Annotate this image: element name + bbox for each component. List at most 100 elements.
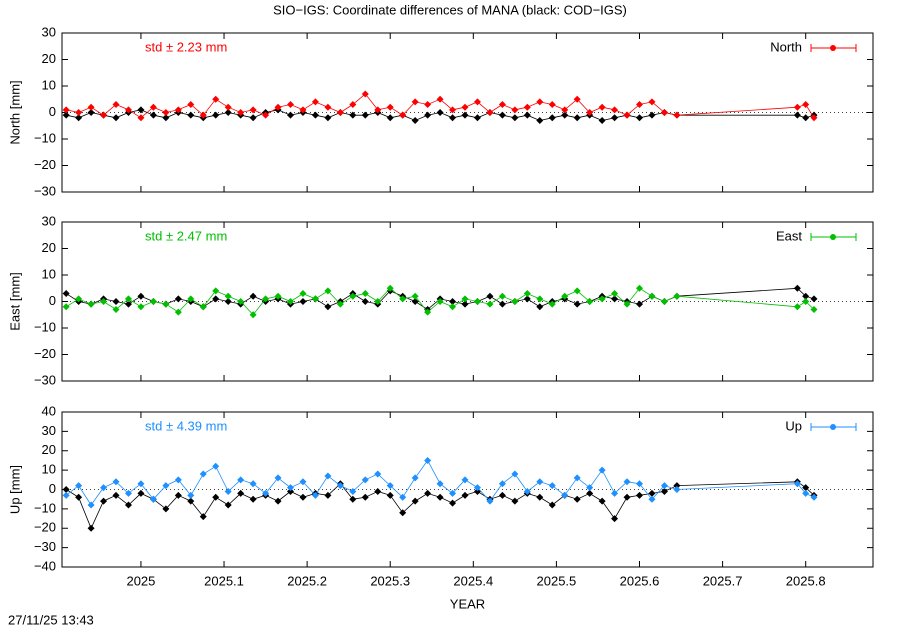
- data-point: [299, 106, 307, 114]
- data-point: [299, 290, 307, 298]
- data-point: [137, 292, 145, 300]
- data-point: [548, 101, 556, 109]
- data-point: [449, 499, 457, 507]
- data-point: [548, 300, 556, 308]
- data-point: [473, 98, 481, 106]
- data-point: [162, 300, 170, 308]
- data-point: [137, 480, 145, 488]
- data-point: [802, 292, 810, 300]
- data-point: [224, 292, 232, 300]
- data-point: [810, 305, 818, 313]
- data-point: [187, 111, 195, 119]
- y-tick-label: −20: [34, 520, 56, 535]
- data-point: [793, 111, 801, 119]
- y-tick-label: 0: [49, 293, 56, 308]
- data-point: [374, 487, 382, 495]
- data-point: [212, 462, 220, 470]
- data-point: [299, 493, 307, 501]
- y-tick-label: 0: [49, 481, 56, 496]
- data-point: [62, 290, 70, 298]
- data-point: [411, 474, 419, 482]
- y-tick-label: 10: [42, 77, 56, 92]
- data-point: [386, 284, 394, 292]
- data-point: [361, 476, 369, 484]
- data-point: [636, 284, 644, 292]
- data-point: [802, 114, 810, 122]
- y-tick-label: −30: [34, 539, 56, 554]
- data-point: [636, 491, 644, 499]
- data-point: [461, 300, 469, 308]
- data-point: [523, 103, 531, 111]
- legend-marker: [830, 424, 836, 430]
- data-point: [112, 305, 120, 313]
- legend-label: Up: [785, 418, 802, 433]
- data-point: [311, 295, 319, 303]
- data-point: [648, 489, 656, 497]
- data-point: [793, 284, 801, 292]
- data-point: [511, 114, 519, 122]
- legend-label: East: [776, 228, 802, 243]
- data-point: [486, 109, 494, 116]
- data-point: [62, 106, 70, 114]
- data-point: [187, 491, 195, 499]
- data-point: [636, 114, 644, 122]
- data-point: [100, 497, 108, 505]
- y-tick-label: −10: [34, 319, 56, 334]
- data-point: [311, 111, 319, 119]
- data-point: [224, 487, 232, 495]
- data-point: [498, 111, 506, 119]
- x-tick-label: 2025.6: [620, 573, 660, 588]
- x-tick-label: 2025.1: [204, 573, 244, 588]
- data-point: [536, 478, 544, 486]
- data-point: [100, 484, 108, 492]
- data-point: [311, 491, 319, 499]
- data-point: [648, 292, 656, 300]
- data-point: [461, 111, 469, 119]
- data-point: [523, 295, 531, 303]
- y-tick-label: 20: [42, 240, 56, 255]
- y-tick-label: 30: [42, 423, 56, 438]
- data-point: [436, 298, 444, 305]
- data-point: [573, 495, 581, 503]
- data-point: [573, 95, 581, 103]
- x-axis-label: YEAR: [450, 596, 485, 611]
- data-point: [287, 487, 295, 495]
- data-point: [274, 292, 282, 300]
- data-point: [287, 111, 295, 119]
- data-point: [486, 300, 494, 308]
- data-point: [648, 495, 656, 503]
- data-point: [361, 290, 369, 298]
- data-point: [598, 116, 606, 124]
- data-point: [311, 98, 319, 106]
- data-point: [636, 480, 644, 488]
- data-point: [548, 482, 556, 490]
- data-point: [249, 114, 257, 122]
- data-point: [212, 111, 220, 119]
- data-point: [673, 292, 681, 300]
- data-point: [573, 114, 581, 122]
- y-tick-label: 10: [42, 462, 56, 477]
- data-point: [112, 101, 120, 109]
- data-point: [162, 109, 170, 116]
- data-point: [561, 106, 569, 114]
- data-point: [237, 489, 245, 497]
- data-point: [324, 287, 332, 295]
- data-point: [561, 111, 569, 119]
- data-point: [411, 298, 419, 305]
- data-point: [611, 295, 619, 303]
- y-tick-label: 20: [42, 51, 56, 66]
- data-point: [411, 497, 419, 505]
- timestamp: 27/11/25 13:43: [8, 612, 94, 627]
- data-point: [586, 109, 594, 116]
- data-point: [810, 493, 818, 501]
- data-point: [573, 300, 581, 308]
- data-point: [124, 489, 132, 497]
- data-point: [62, 491, 70, 499]
- data-point: [511, 106, 519, 114]
- data-point: [523, 487, 531, 495]
- data-point: [536, 116, 544, 124]
- plot-frame: [61, 411, 874, 568]
- data-point: [149, 495, 157, 503]
- data-point: [199, 303, 207, 311]
- data-point: [648, 98, 656, 106]
